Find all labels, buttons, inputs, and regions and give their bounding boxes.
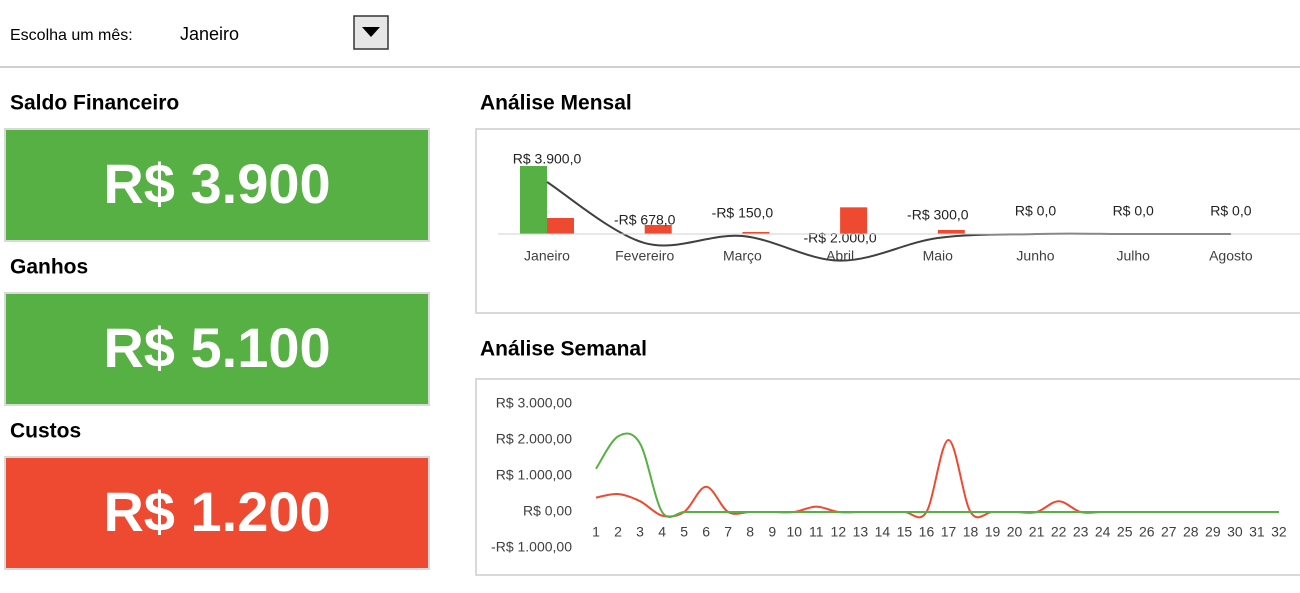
bar [547,218,574,234]
x-tick-label: 21 [1029,524,1045,540]
series-line [595,432,1279,519]
card-value: R$ 3.900 [103,152,330,215]
x-tick-label: 12 [831,524,847,540]
data-label: R$ 0,0 [1210,203,1251,219]
y-tick-label: R$ 0,00 [523,503,572,519]
x-tick-label: 10 [786,524,802,540]
month-value: Janeiro [180,24,239,44]
chart-title: Análise Mensal [480,92,632,115]
x-tick-label: 26 [1139,524,1155,540]
dropdown-button[interactable] [353,15,389,50]
x-tick-label: 22 [1051,524,1067,540]
x-tick-label: 28 [1183,524,1199,540]
card-value: R$ 5.100 [103,316,330,379]
x-tick-label: 18 [963,524,979,540]
x-tick-label: 16 [919,524,935,540]
x-tick-label: 24 [1095,524,1111,540]
x-tick-label: Abril [826,248,854,264]
card [4,128,430,242]
x-tick-label: Julho [1116,248,1150,264]
bar [520,166,547,234]
x-tick-label: Agosto [1209,248,1253,264]
month-label: Escolha um mês: [10,27,133,44]
x-tick-label: Março [723,248,762,264]
x-tick-label: 11 [809,524,824,540]
bar [937,230,965,234]
x-tick-label: 9 [768,524,776,540]
x-tick-label: 3 [636,524,644,540]
chart-area [475,378,1300,576]
card-value: R$ 1.200 [103,480,330,543]
y-tick-label: R$ 3.000,00 [496,395,572,411]
x-tick-label: 8 [746,524,754,540]
y-tick-label: R$ 1.000,00 [496,467,572,483]
card-title: Saldo Financeiro [10,92,179,115]
y-tick-label: R$ 2.000,00 [496,431,572,447]
x-tick-label: 17 [941,524,957,540]
x-tick-label: 20 [1007,524,1023,540]
x-tick-label: 7 [724,524,732,540]
x-tick-label: 25 [1117,524,1133,540]
y-tick-label: -R$ 1.000,00 [491,539,572,555]
x-tick-label: 23 [1073,524,1089,540]
x-tick-label: Fevereiro [615,248,674,264]
x-tick-label: 32 [1271,524,1287,540]
chart-area [475,128,1300,314]
x-tick-label: 19 [985,524,1001,540]
x-tick-label: 15 [897,524,913,540]
x-tick-label: 1 [592,524,600,540]
dropdown-arrow[interactable] [362,27,380,37]
x-tick-label: Maio [923,248,954,264]
dropdown-box[interactable] [353,15,389,50]
x-tick-label: 5 [680,524,688,540]
x-tick-label: 13 [853,524,869,540]
x-tick-label: Janeiro [524,248,570,264]
chart-title: Análise Semanal [480,338,647,361]
x-tick-label: 30 [1227,524,1243,540]
x-tick-label: 14 [875,524,891,540]
x-tick-label: 27 [1161,524,1177,540]
data-label: -R$ 678,0 [614,212,676,228]
x-tick-label: 2 [614,524,622,540]
bar [644,224,672,234]
data-label: -R$ 2.000,0 [804,229,877,245]
bar [840,207,868,234]
data-label: R$ 3.900,0 [513,151,582,167]
card [4,292,430,406]
data-label: -R$ 300,0 [907,207,969,223]
x-tick-label: 29 [1205,524,1221,540]
x-tick-label: 4 [658,524,666,540]
card-title: Custos [10,420,81,443]
data-label: -R$ 150,0 [712,205,774,221]
data-label: R$ 0,0 [1015,203,1056,219]
x-tick-label: 31 [1249,524,1265,540]
card-title: Ganhos [10,256,88,279]
card [4,456,430,570]
x-tick-label: 6 [702,524,710,540]
x-tick-label: Junho [1016,248,1054,264]
bar [742,232,770,234]
data-label: R$ 0,0 [1113,203,1154,219]
